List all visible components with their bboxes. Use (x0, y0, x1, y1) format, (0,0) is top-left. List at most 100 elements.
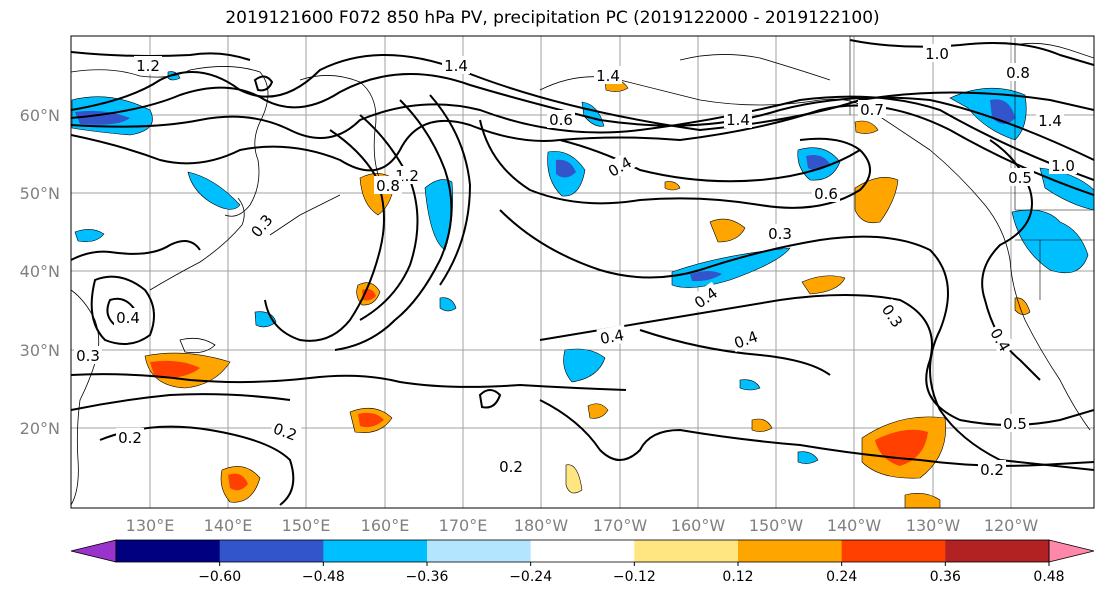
pv-contour (99, 425, 295, 506)
contour-label-bg (374, 176, 402, 194)
contour-label-bg (74, 346, 102, 364)
pv-contour (429, 94, 472, 286)
lon-label: 160°W (671, 516, 726, 535)
contour-label-group: 0.6 (547, 110, 575, 129)
contour-label: 0.8 (376, 177, 400, 195)
contour-label: 1.2 (136, 57, 160, 75)
precip-pos-area (664, 181, 681, 191)
lon-label: 140°W (827, 516, 882, 535)
colorbar-segment (738, 540, 843, 562)
pv-contour (90, 275, 155, 345)
colorbar-segment (219, 540, 324, 562)
contour-label-bg (134, 56, 162, 74)
contour-label-bg (986, 322, 1016, 357)
contour-label-group: 0.8 (1004, 63, 1032, 82)
precip-pos-area (709, 218, 746, 243)
contour-label-bg (547, 110, 575, 128)
contour-label-bg (269, 417, 302, 445)
pv-contour (253, 75, 274, 92)
precip-neg-area (1011, 209, 1089, 274)
coastline (149, 197, 245, 291)
contour-label: 1.4 (726, 111, 750, 129)
pv-contour (71, 393, 291, 411)
lon-label: 170°E (439, 516, 488, 535)
contour-label-bg (596, 324, 628, 348)
contour-label-group: 0.8 (374, 176, 402, 195)
pv-contour (639, 329, 831, 376)
contour-label-bg (442, 56, 470, 74)
contour-label: 0.2 (980, 461, 1004, 479)
coastline (679, 54, 831, 81)
coastline (71, 66, 269, 217)
colorbar-tick-label: −0.36 (406, 569, 449, 585)
contour-label: 0.7 (860, 101, 884, 119)
precip-pos-core (150, 360, 200, 379)
colorbar-segment (841, 540, 946, 562)
contour-label-bg (245, 208, 278, 242)
precip-neg-area (563, 348, 606, 383)
lon-label: 130°E (126, 516, 175, 535)
coastline (299, 75, 381, 181)
precip-pos-core (228, 473, 248, 491)
pv-contour (71, 240, 201, 261)
precip-pos-core (358, 412, 384, 428)
colorbar-segment (116, 540, 221, 562)
lon-label: 150°W (749, 516, 804, 535)
lat-label: 40°N (20, 262, 60, 281)
contour-label-bg (923, 44, 951, 62)
contour-label-bg (1006, 168, 1034, 186)
precip-neg-area (74, 229, 105, 242)
map-title: 2019121600 F072 850 hPa PV, precipitatio… (225, 8, 880, 28)
contour-label-bg (688, 281, 723, 313)
pv-contour (71, 51, 251, 61)
contour-label-bg (1001, 414, 1029, 432)
pv-contour (71, 373, 627, 391)
precip-pos-area (1014, 297, 1031, 315)
contour-label-bg (724, 110, 752, 128)
coastline (539, 76, 1091, 431)
pv-contour (71, 73, 1094, 161)
contour-label-bg (812, 184, 840, 202)
contour-label-bg (729, 325, 762, 353)
precip-pos-area (801, 275, 846, 295)
colorbar-tick-label: −0.24 (509, 569, 552, 585)
contour-label-group: 0.2 (978, 460, 1006, 479)
precip-pos-area (904, 493, 941, 508)
contour-label-bg (877, 298, 909, 333)
contour-label: 0.2 (118, 429, 142, 447)
colorbar-extend-high (1048, 539, 1095, 563)
lon-label: 120°W (984, 516, 1039, 535)
lon-label: 140°E (204, 516, 253, 535)
precip-neg-area (797, 451, 819, 464)
lon-label: 180°W (514, 516, 569, 535)
contour-label: 1.0 (925, 45, 949, 63)
precip-neg-core (990, 99, 1015, 124)
coastline (1014, 42, 1094, 59)
colorbar-tick-label: −0.48 (302, 569, 345, 585)
contour-label-bg (114, 308, 142, 326)
lon-label: 170°W (593, 516, 648, 535)
pv-contour (499, 209, 1094, 471)
coastline (179, 337, 216, 354)
contour-label: 0.6 (549, 111, 573, 129)
precip-neg-area (439, 297, 457, 312)
contour-label-bg (116, 428, 144, 446)
contour-label-bg (1004, 63, 1032, 81)
contour-label: 0.5 (1008, 169, 1032, 187)
lat-label: 60°N (20, 106, 60, 125)
contour-label-group: 0.2 (116, 428, 144, 447)
contour-label: 0.6 (814, 185, 838, 203)
pv-contour (559, 139, 861, 183)
colorbar-tick-label: 0.48 (1033, 569, 1064, 585)
pv-contour (479, 119, 871, 209)
contour-label-group: 0.4 (596, 324, 628, 348)
colorbar-labels: −0.60 −0.48 −0.36 −0.24 −0.12 0.12 0.24 0.36 0.4… (198, 562, 1065, 585)
contour-label: 0.2 (499, 458, 523, 476)
contour-label-bg (766, 224, 794, 242)
colorbar-segment (323, 540, 428, 562)
lon-label: 150°E (282, 516, 331, 535)
colorbar-extend-low (70, 539, 117, 563)
contour-label-group: 0.3 (74, 346, 102, 365)
colorbar-segment (945, 540, 1050, 562)
pv-contour (539, 399, 1094, 467)
